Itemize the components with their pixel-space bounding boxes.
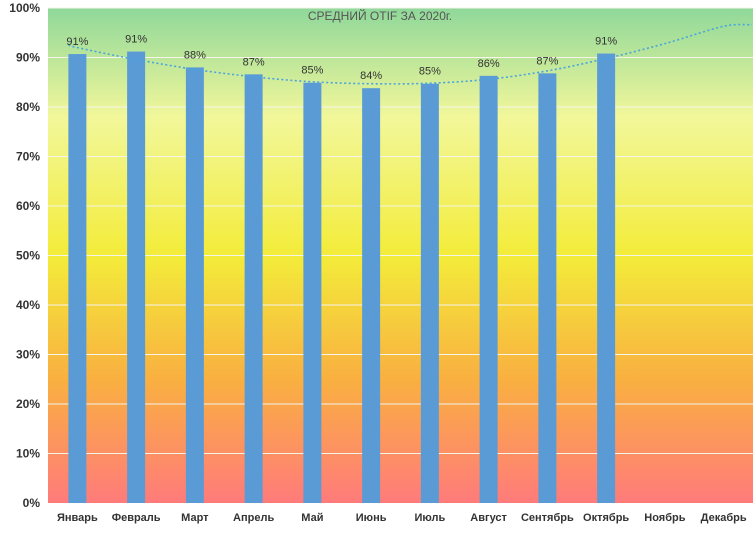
y-tick-label: 0% (23, 496, 41, 510)
chart-title: СРЕДНИЙ OTIF ЗА 2020г. (308, 8, 452, 23)
y-tick-label: 10% (16, 447, 40, 461)
data-labels: 91% 91% 88% 87% 85% 84% 85% 86% 87% 91% (66, 34, 617, 83)
gridlines (48, 7, 753, 454)
y-tick-label: 20% (16, 397, 40, 411)
data-label: 84% (360, 70, 382, 82)
bar-1 (68, 54, 87, 503)
x-tick-label: Август (470, 512, 507, 524)
y-tick-label: 30% (16, 348, 40, 362)
y-tick-label: 60% (16, 199, 40, 213)
bar-2 (127, 51, 146, 504)
data-label: 86% (478, 58, 500, 70)
x-tick-label: Октябрь (583, 512, 629, 524)
data-label: 91% (595, 36, 617, 48)
x-tick-label: Апрель (233, 512, 274, 524)
x-tick-label: Май (301, 512, 323, 524)
y-tick-label: 70% (16, 150, 40, 164)
bar-6 (362, 88, 381, 503)
y-tick-label: 100% (9, 1, 40, 15)
y-tick-label: 40% (16, 298, 40, 312)
bar-8 (479, 75, 498, 503)
data-label: 91% (66, 36, 88, 48)
data-label: 87% (243, 56, 265, 68)
x-axis-ticks: Январь Февраль Март Апрель Май Июнь Июль Август… (57, 512, 747, 524)
bar-4 (244, 74, 263, 503)
x-tick-label: Февраль (112, 512, 161, 524)
y-axis-ticks: 0% 10% 20% 30% 40% 50% 60% 70% 80% 90% 100% (9, 1, 40, 510)
data-label: 85% (419, 66, 441, 78)
data-label: 91% (125, 34, 147, 46)
data-label: 85% (301, 65, 323, 77)
data-label: 87% (536, 55, 558, 67)
x-tick-label: Март (181, 512, 209, 524)
bar-9 (538, 73, 557, 503)
y-tick-label: 80% (16, 100, 40, 114)
x-tick-label: Январь (57, 512, 98, 524)
x-tick-label: Июнь (356, 512, 387, 524)
bar-3 (185, 67, 204, 504)
x-tick-label: Ноябрь (644, 512, 685, 524)
x-tick-label: Декабрь (701, 512, 747, 524)
bar-10 (597, 53, 616, 503)
bar-7 (420, 83, 439, 504)
data-label: 88% (184, 49, 206, 61)
bars (68, 51, 616, 504)
y-tick-label: 50% (16, 249, 40, 263)
x-tick-label: Июль (414, 512, 445, 524)
trendline (68, 23, 753, 85)
bar-5 (303, 82, 322, 504)
x-tick-label: Сентябрь (521, 512, 574, 524)
y-tick-label: 90% (16, 51, 40, 65)
